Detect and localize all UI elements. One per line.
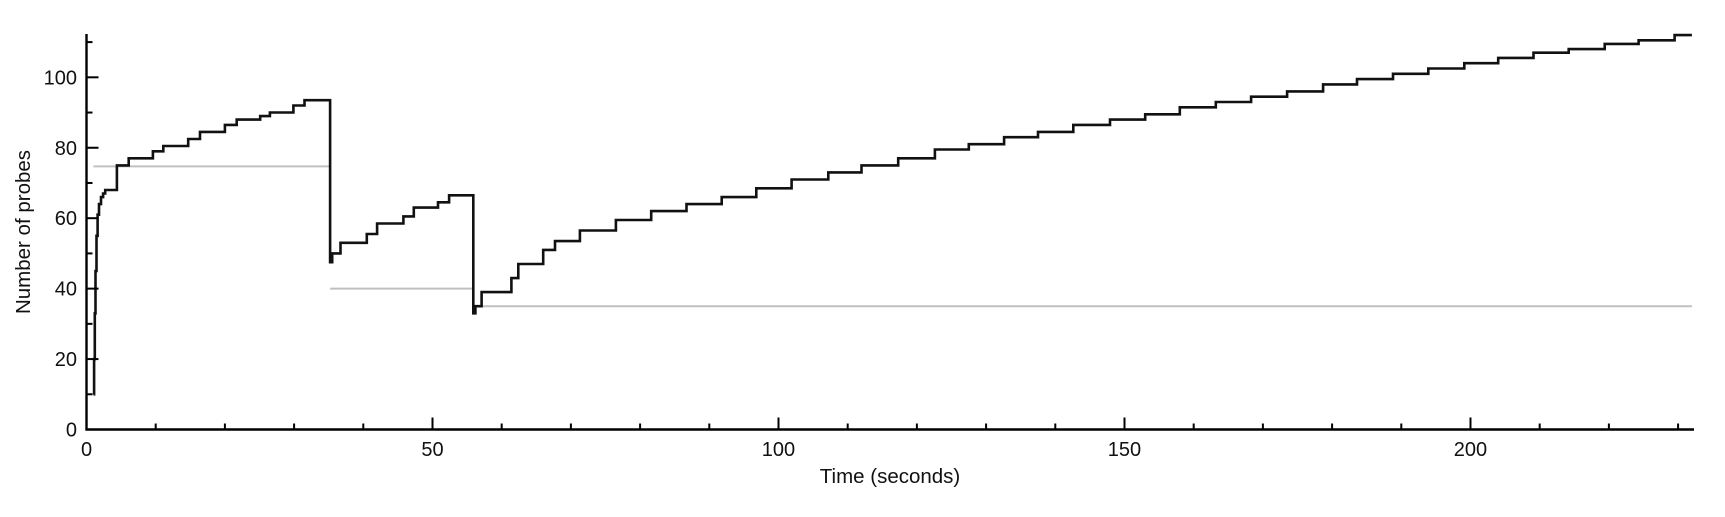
- x-tick-label: 100: [762, 439, 795, 461]
- y-tick-label: 100: [44, 67, 77, 89]
- chart-render-layer: 0 50 100 150 200 0 20 40 60 80 100: [44, 33, 1694, 461]
- y-tick-label: 20: [55, 349, 77, 371]
- y-tick-label: 60: [55, 208, 77, 230]
- y-tick-label: 80: [55, 138, 77, 160]
- y-tick-label: 0: [66, 420, 77, 442]
- y-tick-label: 40: [55, 279, 77, 301]
- y-axis-title: Number of probes: [12, 150, 35, 314]
- x-axis-title: Time (seconds): [820, 465, 961, 488]
- x-tick-label: 50: [421, 439, 443, 461]
- x-tick-label: 200: [1454, 439, 1487, 461]
- x-tick-label: 150: [1108, 439, 1141, 461]
- x-tick-label: 0: [81, 439, 92, 461]
- axes: [85, 34, 1694, 431]
- data-series-number-of-probes: [92, 33, 1692, 396]
